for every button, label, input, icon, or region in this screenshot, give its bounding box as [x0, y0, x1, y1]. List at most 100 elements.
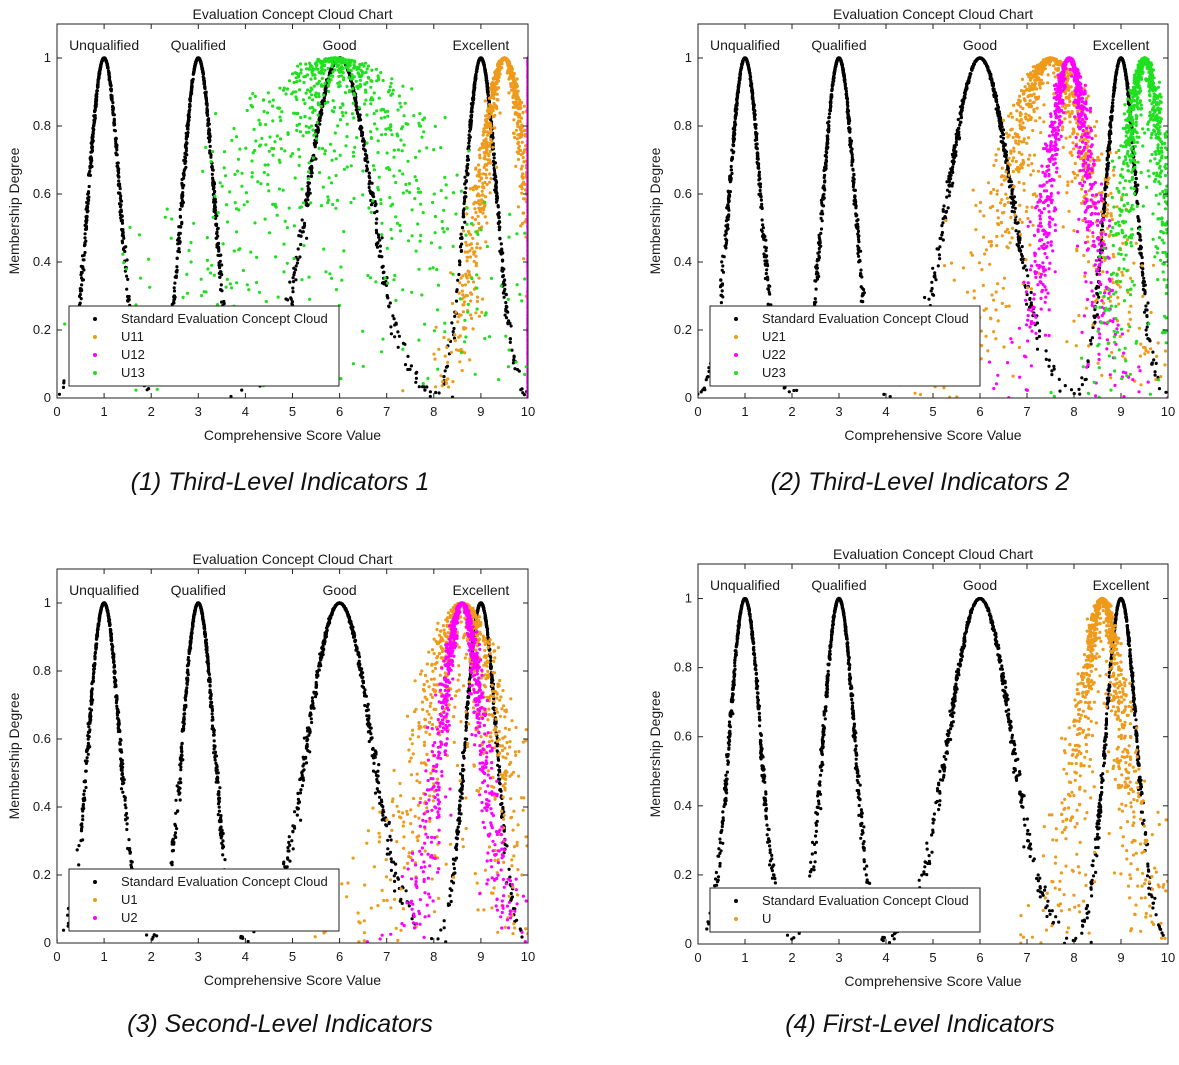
- c1-point: [347, 64, 350, 67]
- c1-point: [294, 95, 297, 98]
- c1-point: [345, 85, 348, 88]
- c1-point: [422, 130, 425, 133]
- c2-x-axis-label: Comprehensive Score Value: [844, 427, 1021, 443]
- c1-point: [84, 240, 87, 243]
- c1-point: [519, 120, 522, 123]
- c1-point: [505, 59, 508, 62]
- c1-point: [317, 58, 320, 61]
- c1-point: [466, 256, 469, 259]
- c1-point: [462, 209, 465, 212]
- c1-point: [469, 255, 472, 258]
- c1-point: [204, 146, 207, 149]
- c1-point: [528, 179, 531, 182]
- c1-point: [386, 282, 389, 285]
- c1-point: [218, 276, 221, 279]
- c1-point: [99, 67, 102, 70]
- c1-point: [438, 246, 441, 249]
- c1-point: [311, 171, 314, 174]
- c1-point: [331, 159, 334, 162]
- scatter-chart-1: Evaluation Concept Cloud ChartComprehens…: [0, 0, 560, 460]
- c1-point: [523, 105, 526, 108]
- c1-point: [530, 225, 533, 228]
- c1-point: [326, 79, 329, 82]
- c1-point: [398, 335, 401, 338]
- c1-point: [515, 361, 518, 364]
- c1-point: [398, 224, 401, 227]
- c1-point: [386, 115, 389, 118]
- c1-point: [471, 110, 474, 113]
- c1-point: [293, 257, 296, 260]
- c1-point: [535, 292, 538, 295]
- c1-point: [514, 165, 517, 168]
- c1-point: [291, 72, 294, 75]
- c1-point: [426, 377, 429, 380]
- c1-point: [173, 282, 176, 285]
- c1-point: [229, 282, 232, 285]
- c1-point: [446, 361, 449, 364]
- c1-point: [455, 311, 458, 314]
- c1-point: [302, 230, 305, 233]
- c1-point: [530, 262, 533, 265]
- c1-point: [320, 112, 323, 115]
- c1-point: [537, 211, 540, 214]
- c1-point: [225, 203, 228, 206]
- c1-point: [266, 173, 269, 176]
- c1-point: [519, 103, 522, 106]
- c1-point: [432, 266, 435, 269]
- c1-point: [319, 62, 322, 65]
- c1-point: [403, 143, 406, 146]
- c1-point: [461, 226, 464, 229]
- c1-point: [253, 221, 256, 224]
- c1-point: [457, 273, 460, 276]
- c1-point: [203, 80, 206, 83]
- c1-point: [83, 254, 86, 257]
- c1-point: [93, 118, 96, 121]
- c1-point: [392, 278, 395, 281]
- c1-point: [393, 149, 396, 152]
- c1-point: [483, 63, 486, 66]
- c1-point: [194, 63, 197, 66]
- c1-point: [461, 369, 464, 372]
- c1-point: [302, 98, 305, 101]
- c1-point: [189, 105, 192, 108]
- c1-point: [295, 264, 298, 267]
- c1-point: [233, 173, 236, 176]
- c1-point: [262, 99, 265, 102]
- c1-point: [338, 71, 341, 74]
- c1-point: [295, 129, 298, 132]
- c1-point: [461, 284, 464, 287]
- c1-point: [237, 158, 240, 161]
- c1-point: [233, 249, 236, 252]
- c1-x-tick-label: 5: [289, 404, 296, 419]
- c1-point: [206, 102, 209, 105]
- c1-point: [542, 227, 545, 230]
- c1-point: [445, 346, 448, 349]
- c1-point: [394, 299, 397, 302]
- chart-caption-1: (1) Third-Level Indicators 1: [0, 468, 560, 497]
- c1-point: [352, 197, 355, 200]
- c1-point: [532, 190, 535, 193]
- c1-point: [83, 251, 86, 254]
- c1-point: [172, 296, 175, 299]
- c1-x-tick-label: 6: [336, 404, 343, 419]
- c1-point: [100, 60, 103, 63]
- c1-point: [316, 68, 319, 71]
- c1-point: [117, 179, 120, 182]
- c1-point: [242, 269, 245, 272]
- c1-point: [445, 196, 448, 199]
- c1-point: [515, 129, 518, 132]
- c1-point: [533, 234, 536, 237]
- c1-point: [503, 296, 506, 299]
- c1-point: [512, 101, 515, 104]
- c1-point: [342, 71, 345, 74]
- c1-point: [235, 135, 238, 138]
- c1-point: [520, 134, 523, 137]
- c1-point: [541, 331, 544, 334]
- c1-point: [390, 332, 393, 335]
- c1-point: [498, 228, 501, 231]
- c1-point: [309, 201, 312, 204]
- c1-point: [470, 247, 473, 250]
- c1-point: [470, 106, 473, 109]
- c1-point: [507, 319, 510, 322]
- c1-point: [311, 98, 314, 101]
